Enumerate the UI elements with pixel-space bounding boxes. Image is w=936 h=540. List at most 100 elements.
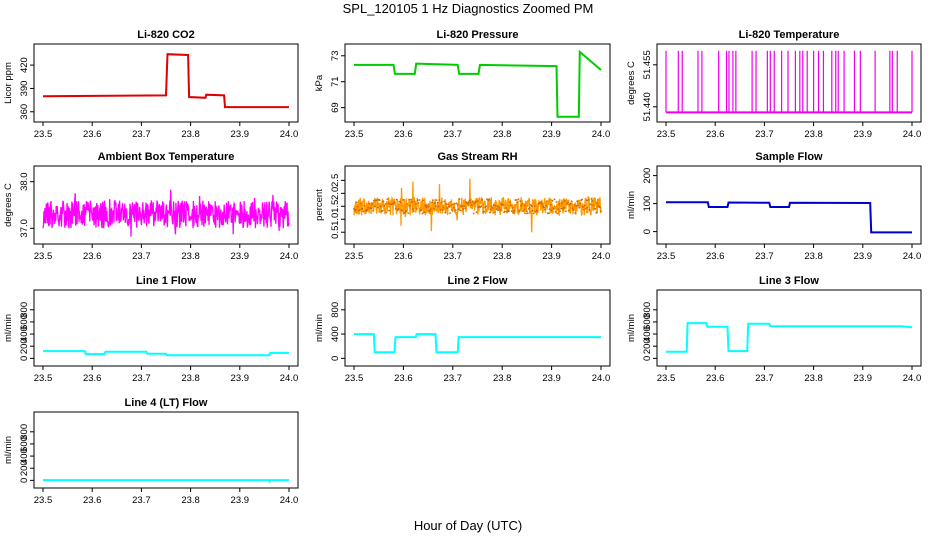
chart-line-4-lt-flow-ytick-label: 200 xyxy=(19,460,30,476)
chart-gas-stream-rh-point xyxy=(451,203,454,206)
chart-gas-stream-rh-point xyxy=(457,208,460,211)
chart-gas-stream-rh-point xyxy=(510,210,513,213)
chart-ambient-box-temperature: Ambient Box Temperature 23.5 23.6 23.7 23.8 2… xyxy=(3,151,299,262)
chart-gas-stream-rh-point xyxy=(450,204,452,207)
chart-line-4-lt-flow-ytick-label: 400 xyxy=(19,448,30,464)
chart-li-820-temperature-title: Li-820 Temperature xyxy=(739,29,840,41)
chart-li-820-co2-ylabel: Licor ppm xyxy=(3,62,14,104)
chart-gas-stream-rh-point xyxy=(518,209,521,212)
chart-gas-stream-rh-point xyxy=(508,201,511,204)
chart-gas-stream-rh-point xyxy=(458,198,461,201)
chart-gas-stream-rh-point xyxy=(405,210,408,212)
chart-line-1-flow-xtick-label: 23.5 xyxy=(34,373,53,384)
chart-gas-stream-rh-point xyxy=(493,211,496,214)
chart-gas-stream-rh-point xyxy=(509,204,512,207)
chart-gas-stream-rh-point xyxy=(450,209,453,211)
chart-line-1-flow-frame xyxy=(33,289,299,367)
chart-gas-stream-rh-point xyxy=(384,203,387,205)
chart-sample-flow-xtick-label: 23.5 xyxy=(657,251,676,262)
chart-gas-stream-rh-point xyxy=(508,210,510,213)
chart-gas-stream-rh-xtick-label: 23.9 xyxy=(542,251,561,262)
chart-gas-stream-rh-point xyxy=(412,208,414,210)
chart-gas-stream-rh-point xyxy=(443,200,446,203)
chart-gas-stream-rh-point xyxy=(473,202,476,205)
chart-gas-stream-rh-point xyxy=(456,204,459,206)
chart-gas-stream-rh-point xyxy=(522,210,524,212)
chart-li-820-co2-title: Li-820 CO2 xyxy=(137,29,194,41)
chart-gas-stream-rh-point xyxy=(534,210,537,213)
chart-gas-stream-rh-point xyxy=(559,210,561,213)
chart-gas-stream-rh-point xyxy=(470,204,473,206)
chart-ambient-box-temperature-xtick-label: 23.6 xyxy=(83,251,102,262)
chart-gas-stream-rh-point xyxy=(591,200,594,202)
chart-sample-flow-xtick-label: 24.0 xyxy=(903,251,922,262)
chart-gas-stream-rh-point xyxy=(575,205,578,207)
chart-gas-stream-rh-point xyxy=(431,201,433,204)
chart-li-820-co2-xtick-label: 23.5 xyxy=(34,129,53,140)
chart-gas-stream-rh-point xyxy=(363,205,366,207)
chart-gas-stream-rh-point xyxy=(409,204,411,207)
chart-gas-stream-rh-point xyxy=(424,204,427,207)
chart-gas-stream-rh-ylabel: percent xyxy=(314,189,325,221)
chart-gas-stream-rh-point xyxy=(449,212,451,215)
chart-gas-stream-rh-point xyxy=(387,202,390,205)
chart-gas-stream-rh-point xyxy=(600,210,602,213)
chart-line-2-flow-ytick-label: 0 xyxy=(330,356,341,361)
chart-line-3-flow-xtick-label: 24.0 xyxy=(903,373,922,384)
chart-gas-stream-rh-point xyxy=(406,203,409,205)
chart-li-820-pressure-ytick-label: 69 xyxy=(330,102,341,113)
chart-gas-stream-rh-ytick-label: 1.5 xyxy=(330,200,341,213)
chart-gas-stream-rh-point xyxy=(395,198,398,201)
chart-gas-stream-rh-point xyxy=(515,199,518,201)
chart-gas-stream-rh-point xyxy=(516,201,519,204)
chart-gas-stream-rh-point xyxy=(425,206,428,209)
chart-sample-flow-series-line xyxy=(666,201,912,234)
chart-gas-stream-rh-point xyxy=(455,202,458,205)
chart-li-820-co2: Li-820 CO2 23.5 23.6 23.7 23.8 23.9 24.0 360 390… xyxy=(3,29,299,140)
chart-line-2-flow-xtick-label: 23.7 xyxy=(444,373,463,384)
chart-gas-stream-rh-point xyxy=(567,209,570,212)
chart-li-820-pressure-title: Li-820 Pressure xyxy=(437,29,519,41)
chart-sample-flow-xtick-label: 23.9 xyxy=(854,251,873,262)
chart-gas-stream-rh-point xyxy=(528,206,531,209)
x-axis-title: Hour of Day (UTC) xyxy=(413,518,523,533)
chart-ambient-box-temperature-ylabel: degrees C xyxy=(3,183,14,227)
chart-line-1-flow-ytick-label: 400 xyxy=(19,326,30,342)
chart-gas-stream-rh-point xyxy=(565,210,567,213)
chart-line-4-lt-flow-xtick-label: 23.9 xyxy=(231,495,250,506)
chart-ambient-box-temperature-ytick-label: 37.0 xyxy=(19,219,30,238)
chart-gas-stream-rh-point xyxy=(470,201,472,204)
chart-gas-stream-rh-point xyxy=(368,202,371,205)
chart-sample-flow-ytick-label: 100 xyxy=(642,196,653,212)
chart-gas-stream-rh-point xyxy=(397,208,400,210)
chart-gas-stream-rh-point xyxy=(599,206,601,209)
chart-gas-stream-rh-point xyxy=(463,205,466,208)
chart-gas-stream-rh-point xyxy=(372,210,374,212)
chart-gas-stream-rh-point xyxy=(595,211,598,214)
chart-line-2-flow-xtick-label: 23.5 xyxy=(345,373,364,384)
chart-line-3-flow-ytick-label: 0 xyxy=(642,356,653,361)
chart-gas-stream-rh-point xyxy=(506,211,508,213)
chart-gas-stream-rh-point xyxy=(492,204,495,207)
chart-line-1-flow-xtick-label: 23.9 xyxy=(231,373,250,384)
chart-gas-stream-rh-point xyxy=(353,207,355,210)
chart-gas-stream-rh-point xyxy=(376,206,379,209)
chart-gas-stream-rh-point xyxy=(525,212,527,215)
chart-gas-stream-rh-point xyxy=(385,211,388,214)
chart-line-1-flow-xtick-label: 23.8 xyxy=(181,373,200,384)
chart-gas-stream-rh-point xyxy=(403,212,406,215)
chart-gas-stream-rh-xtick-label: 23.6 xyxy=(394,251,413,262)
chart-gas-stream-rh-point xyxy=(441,208,444,211)
chart-gas-stream-rh-point xyxy=(407,212,410,215)
chart-gas-stream-rh-point xyxy=(498,206,501,209)
chart-gas-stream-rh-point xyxy=(386,198,389,201)
chart-gas-stream-rh-point xyxy=(502,204,505,206)
chart-gas-stream-rh-ytick-label: 0.5 xyxy=(330,226,341,239)
chart-sample-flow-xtick-label: 23.7 xyxy=(755,251,774,262)
chart-gas-stream-rh-point xyxy=(596,202,599,205)
chart-gas-stream-rh-point xyxy=(394,208,397,210)
chart-gas-stream-rh-point xyxy=(532,212,535,215)
chart-gas-stream-rh-point xyxy=(583,208,585,211)
chart-line-3-flow-ytick-label: 600 xyxy=(642,314,653,330)
chart-gas-stream-rh-point xyxy=(481,198,484,201)
